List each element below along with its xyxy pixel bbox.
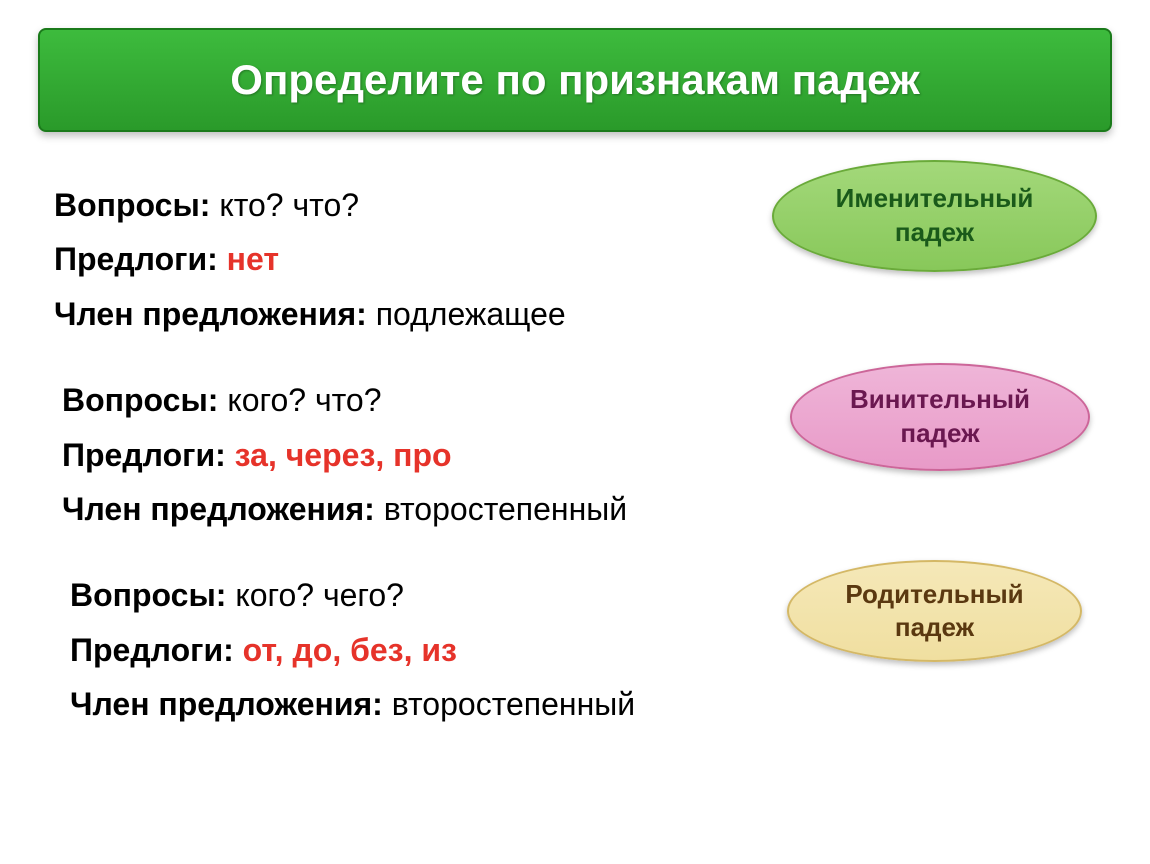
questions-value: кто? что? — [219, 187, 359, 223]
case-pill-genitive: Родительный падеж — [787, 560, 1082, 662]
prepositions-label: Предлоги: — [62, 437, 226, 473]
member-value: подлежащее — [376, 296, 566, 332]
case-pill-nominative: Именительный падеж — [772, 160, 1097, 272]
pill-line2: падеж — [895, 611, 974, 645]
prepositions-value: нет — [227, 241, 279, 277]
pill-line1: Винительный — [850, 383, 1030, 417]
pill-line2: падеж — [900, 417, 979, 451]
prepositions-label: Предлоги: — [54, 241, 218, 277]
questions-label: Вопросы: — [70, 577, 226, 613]
member-value: второстепенный — [392, 686, 635, 722]
title-banner: Определите по признакам падеж — [38, 28, 1112, 132]
questions-label: Вопросы: — [54, 187, 210, 223]
page-title: Определите по признакам падеж — [100, 56, 1050, 104]
questions-label: Вопросы: — [62, 382, 218, 418]
prepositions-value: за, через, про — [235, 437, 452, 473]
member-value: второстепенный — [384, 491, 627, 527]
prepositions-label: Предлоги: — [70, 632, 234, 668]
questions-value: кого? чего? — [235, 577, 404, 613]
section-genitive: Вопросы: кого? чего? Предлоги: от, до, б… — [38, 568, 1112, 731]
member-line: Член предложения: второстепенный — [62, 482, 1112, 536]
pill-line1: Именительный — [836, 182, 1034, 216]
prepositions-value: от, до, без, из — [243, 632, 457, 668]
pill-line1: Родительный — [845, 578, 1023, 612]
member-line: Член предложения: второстепенный — [70, 677, 1112, 731]
member-label: Член предложения: — [54, 296, 367, 332]
section-nominative: Вопросы: кто? что? Предлоги: нет Член пр… — [38, 178, 1112, 341]
questions-value: кого? что? — [227, 382, 381, 418]
case-pill-accusative: Винительный падеж — [790, 363, 1090, 471]
member-line: Член предложения: подлежащее — [54, 287, 1112, 341]
pill-line2: падеж — [895, 216, 974, 250]
member-label: Член предложения: — [70, 686, 383, 722]
member-label: Член предложения: — [62, 491, 375, 527]
section-accusative: Вопросы: кого? что? Предлоги: за, через,… — [38, 373, 1112, 536]
